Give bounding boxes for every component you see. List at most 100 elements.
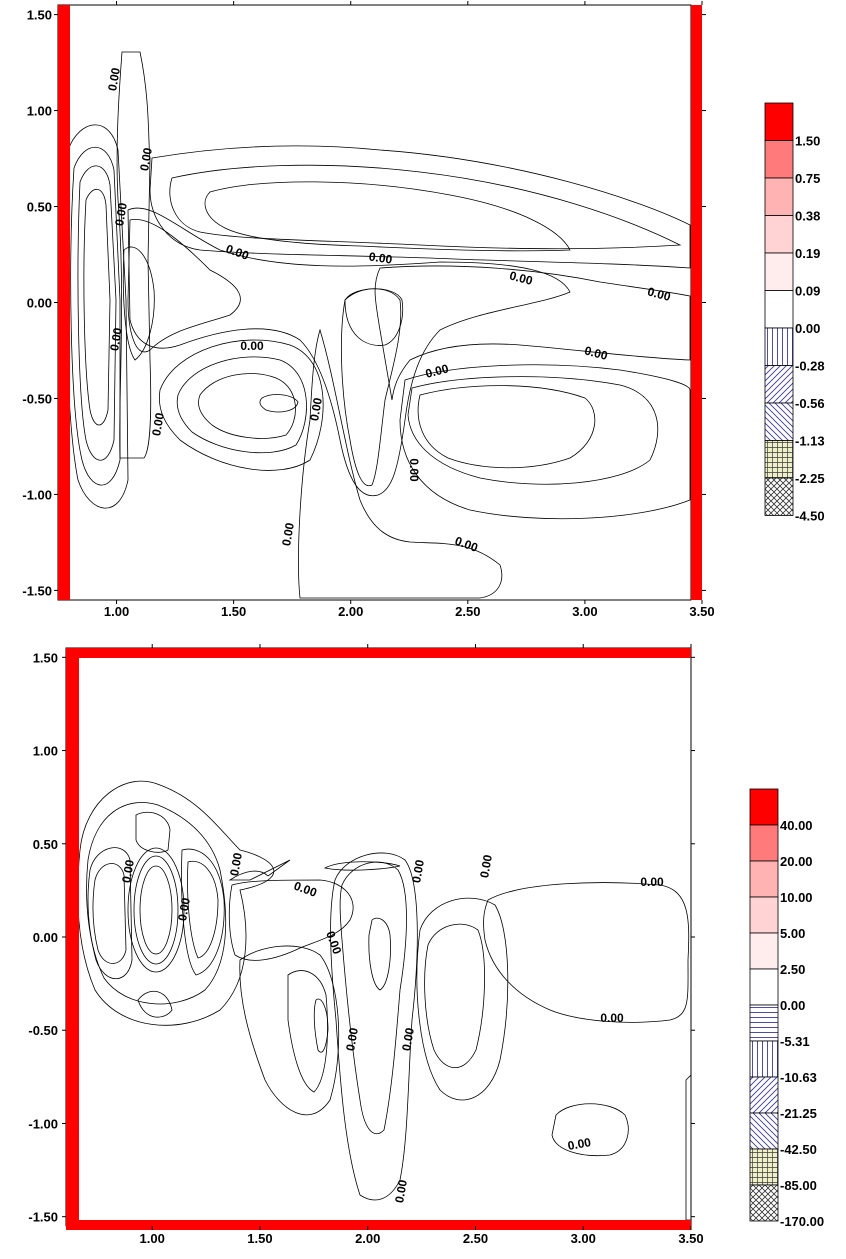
contour-label: 0.00 <box>646 284 672 304</box>
contour-label: 0.00 <box>583 343 609 363</box>
y-tick-label: -1.00 <box>28 1116 58 1131</box>
legend-swatch <box>749 1004 779 1042</box>
contour-label: 0.00 <box>149 411 167 437</box>
top-crosshatch <box>122 246 155 361</box>
x-tick-label: 2.50 <box>463 1231 488 1246</box>
legend-swatch <box>764 327 794 366</box>
legend-swatch <box>749 896 779 934</box>
bottom-lobe-l3 <box>87 811 225 1018</box>
x-tick-label: 3.50 <box>678 1231 703 1246</box>
top-boundary-right <box>691 5 702 600</box>
x-tick-label: 3.00 <box>571 1231 596 1246</box>
bottom-y-axis: 1.50 1.00 0.50 0.00 -0.50 -1.00 -1.50 <box>28 650 695 1225</box>
legend-level-label: -1.13 <box>795 434 825 449</box>
contour-label: 0.00 <box>600 1011 624 1025</box>
top-island-mid-l2 <box>176 356 307 454</box>
bottom-hstripe-left <box>228 879 354 961</box>
bottom-island-mid-l1 <box>239 945 340 1116</box>
top-island-mid-l1 <box>158 339 324 471</box>
contour-label: 0.00 <box>119 858 137 884</box>
bottom-oval-l2 <box>133 855 179 965</box>
legend-swatch <box>764 365 794 404</box>
top-island-right-l1 <box>399 364 691 520</box>
x-tick-label: 2.50 <box>455 604 480 619</box>
y-tick-label: 1.50 <box>27 8 52 23</box>
legend-swatch <box>764 477 794 516</box>
legend-level-label: 0.00 <box>795 321 820 336</box>
y-tick-label: 0.00 <box>27 296 52 311</box>
y-tick-label: 1.00 <box>27 104 52 119</box>
legend-level-label: -85.00 <box>780 1178 817 1193</box>
x-tick-label: 2.00 <box>338 604 363 619</box>
legend-swatch <box>749 1112 779 1150</box>
legend-swatch <box>764 290 794 329</box>
contour-label: 0.00 <box>399 1026 417 1052</box>
legend-swatch <box>749 824 779 862</box>
contour-label: 0.00 <box>640 875 664 889</box>
legend-swatch <box>749 1148 779 1186</box>
bottom-contour-labels: 0.00 0.00 0.00 0.00 0.00 0.00 0.00 0.00 0.00 0.00… <box>119 851 664 1204</box>
legend-level-label: 5.00 <box>780 926 805 941</box>
x-tick-label: 1.50 <box>247 1231 272 1246</box>
contour-label: 0.00 <box>424 361 450 381</box>
legend-swatch <box>749 1040 779 1078</box>
top-plot-area <box>57 4 692 601</box>
legend-level-label: -10.63 <box>780 1070 817 1085</box>
bottom-boundary-left <box>66 648 79 1226</box>
top-stem-hatch <box>341 288 402 487</box>
top-x-axis: 1.00 1.50 2.00 2.50 3.00 3.50 <box>104 1 715 619</box>
top-grid-center <box>344 288 404 346</box>
top-boundary-left <box>58 5 70 600</box>
legend-level-label: -0.56 <box>795 396 825 411</box>
bottom-x-axis: 1.00 1.50 2.00 2.50 3.00 3.50 <box>140 644 704 1246</box>
legend-swatch <box>764 102 794 141</box>
top-lobe-left-l4 <box>83 188 111 426</box>
top-column-stripes <box>116 51 152 459</box>
top-contour-labels: 0.00 0.00 0.00 0.00 0.00 0.00 0.00 0.00 0.00 0.00… <box>105 66 672 555</box>
bottom-plot-area <box>65 647 692 1227</box>
legend-swatch <box>749 788 779 826</box>
legend-level-label: 0.75 <box>795 171 820 186</box>
y-tick-label: 0.00 <box>33 930 58 945</box>
legend-level-label: 40.00 <box>780 818 813 833</box>
contour-label: 0.00 <box>508 268 534 288</box>
contour-label: 0.00 <box>227 851 245 877</box>
legend-level-label: -21.25 <box>780 1106 817 1121</box>
y-tick-label: 0.50 <box>33 837 58 852</box>
legend-level-label: 0.00 <box>780 998 805 1013</box>
top-diagonal-hatch <box>127 207 571 497</box>
bottom-lobe-l2 <box>86 802 227 1005</box>
x-tick-label: 1.50 <box>221 604 246 619</box>
bottom-island-right-l2 <box>424 923 485 1068</box>
legend-level-label: 0.38 <box>795 209 820 224</box>
legend-level-label: -2.25 <box>795 471 825 486</box>
bottom-center-diag <box>339 861 407 1135</box>
contour-label: 0.00 <box>105 66 123 92</box>
contour-label: 0.00 <box>240 339 264 353</box>
bottom-blob-lower-right <box>551 1103 629 1156</box>
bottom-island-mid-l3 <box>313 998 329 1053</box>
legend-swatch <box>749 968 779 1006</box>
contour-label: 0.00 <box>112 201 130 227</box>
legend-level-label: 2.50 <box>780 962 805 977</box>
y-tick-label: -1.50 <box>22 583 52 598</box>
top-lower-stripes <box>298 328 503 599</box>
top-legend: 1.50 0.75 0.38 0.19 0.09 0.00 -0.28 -0.56 -1.13 -… <box>764 102 825 524</box>
bottom-legend: 40.00 20.00 10.00 5.00 2.50 0.00 -5.31 -10.63 -2… <box>749 788 824 1229</box>
top-island-mid-l4 <box>259 394 299 413</box>
legend-swatch <box>764 440 794 479</box>
top-band-upper-l2 <box>169 164 682 250</box>
bottom-center-hstripes <box>330 852 418 1201</box>
legend-level-label: 10.00 <box>780 890 813 905</box>
bottom-island-right-l1 <box>416 897 509 1101</box>
legend-swatch <box>749 1184 779 1222</box>
top-island-right-l2 <box>407 376 659 485</box>
bottom-center-core <box>368 917 391 991</box>
legend-swatch <box>764 215 794 254</box>
top-lobe-left-l3 <box>77 165 117 461</box>
legend-swatch <box>764 177 794 216</box>
y-tick-label: 1.00 <box>33 744 58 759</box>
x-tick-label: 2.00 <box>355 1231 380 1246</box>
y-tick-label: 0.50 <box>27 200 52 215</box>
top-lobe-left-l2 <box>70 146 121 486</box>
